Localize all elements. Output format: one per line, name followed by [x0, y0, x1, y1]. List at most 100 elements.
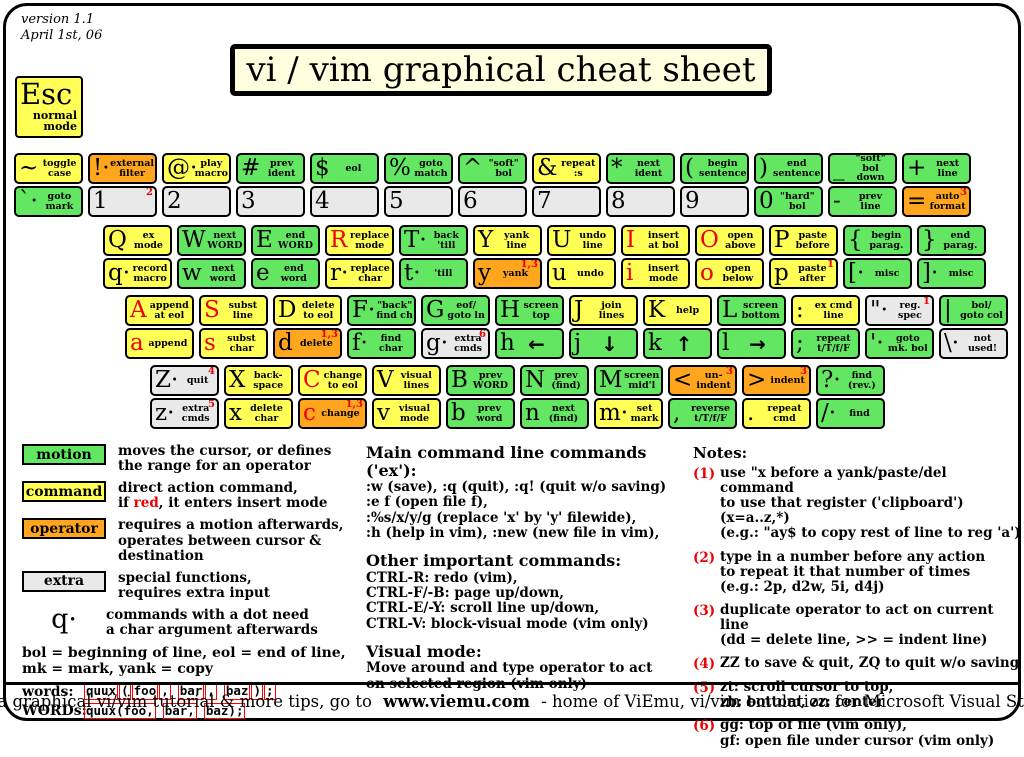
key-minus-top: _ "soft" bol down: [828, 153, 897, 184]
note-text: gg: top of file (vim only), gf: open fil…: [720, 717, 995, 749]
key-label: insert mode: [647, 262, 680, 284]
key-symbol: P: [774, 227, 790, 253]
key-f: F· "back" find ch f· find char: [347, 295, 416, 359]
key-0-top: ) end sentence: [754, 153, 823, 184]
key-label: insert at bol: [647, 229, 680, 251]
key-label: next line: [936, 157, 960, 179]
key-g-bottom: g· extra cmds 6: [421, 328, 490, 359]
keyboard-row-1: ~ toggle case `· goto mark !· external filter…: [14, 153, 971, 217]
key-label: change: [321, 407, 360, 419]
key-8-bottom: 8: [606, 186, 675, 217]
key-t-bottom: t· 'till: [399, 258, 468, 289]
footer-url[interactable]: www.viemu.com: [383, 692, 530, 711]
key-j-bottom: j ↓: [569, 328, 638, 359]
key-s-bottom: s subst char: [199, 328, 268, 359]
key-symbol: x: [229, 400, 242, 426]
key-1: !· external filter 1 2: [88, 153, 157, 217]
key-label: next WORD: [207, 229, 243, 251]
key-6-top: ^ "soft" bol: [458, 153, 527, 184]
key-symbol: 0: [759, 188, 774, 214]
key-symbol: Q: [108, 227, 127, 253]
key-t-top: T· back 'till: [399, 225, 468, 256]
key-bracket-close-bottom: ]· misc: [917, 258, 986, 289]
key-label: prev ident: [267, 157, 296, 179]
key-symbol: n: [525, 400, 540, 426]
key-e-bottom: e end word: [251, 258, 320, 289]
key-i-bottom: i insert mode: [621, 258, 690, 289]
key-label: record macro: [132, 262, 168, 284]
key-u-bottom: u undo: [547, 258, 616, 289]
key-label: next (find): [548, 402, 579, 424]
key-symbol: `·: [19, 188, 38, 214]
key-comma: < un- indent 3, reverse t/T/f/F: [668, 365, 737, 429]
key-label: visual lines: [400, 369, 432, 391]
key-9-top: (begin sentence: [680, 153, 749, 184]
note-reference: 3: [800, 366, 807, 377]
key-colon: : ex cmd line; repeat t/T/f/F: [791, 295, 860, 359]
note-reference: 1,3: [520, 259, 538, 270]
key-symbol: q·: [108, 260, 131, 286]
legend-item-command: command direct action command, if red, it…: [22, 481, 362, 511]
key-d-bottom: d delete 1,3: [273, 328, 342, 359]
key-6: ^ "soft" bol 6: [458, 153, 527, 217]
key-label: reg. spec: [898, 299, 922, 321]
key-symbol: >: [747, 367, 767, 393]
key-symbol: c: [303, 400, 316, 426]
key-3: # prev ident 3: [236, 153, 305, 217]
key-symbol: &: [537, 155, 558, 181]
key-7-bottom: 7: [532, 186, 601, 217]
note-number: (1): [693, 466, 716, 482]
key-label: toggle case: [42, 157, 77, 179]
key-symbol: %: [389, 155, 411, 181]
key-symbol: r·: [330, 260, 349, 286]
key-label: begin parag.: [869, 229, 904, 251]
key-label: find char: [378, 332, 403, 354]
note-text: ZZ to save & quit, ZQ to quit w/o saving: [720, 655, 1020, 672]
key-label: prev line: [858, 190, 883, 212]
dot-command-symbol: q·: [51, 603, 77, 635]
key-symbol: k: [648, 330, 662, 356]
key-label: end sentence: [773, 157, 821, 179]
key-symbol: W: [182, 227, 206, 253]
key-symbol: _: [833, 155, 845, 181]
key-period: > indent 3. repeat cmd: [742, 365, 811, 429]
key-symbol: b: [451, 400, 466, 426]
key-symbol: ,: [673, 400, 681, 426]
key-y-bottom: y yank 1,3: [473, 258, 542, 289]
key-label: back- space: [253, 369, 284, 391]
note-number: (6): [693, 718, 716, 735]
note-number: (4): [693, 656, 716, 673]
key-label: next ident: [634, 157, 663, 179]
key-label: ex cmd line: [814, 299, 853, 321]
key-x-bottom: x delete char: [224, 398, 293, 429]
key-bracket-open-top: {begin parag.: [843, 225, 912, 256]
key-label: change to eol: [323, 369, 363, 391]
note-item-3: (3) duplicate operator to act on current …: [693, 602, 1023, 648]
key-o-bottom: o open below: [695, 258, 764, 289]
key-comma-bottom: , reverse t/T/f/F: [668, 398, 737, 429]
key-label: repeat :s: [561, 157, 596, 179]
key-symbol: 4: [315, 188, 330, 214]
footer-text-post: - home of ViEmu, vi/vim emulation for Mi…: [535, 692, 1024, 711]
